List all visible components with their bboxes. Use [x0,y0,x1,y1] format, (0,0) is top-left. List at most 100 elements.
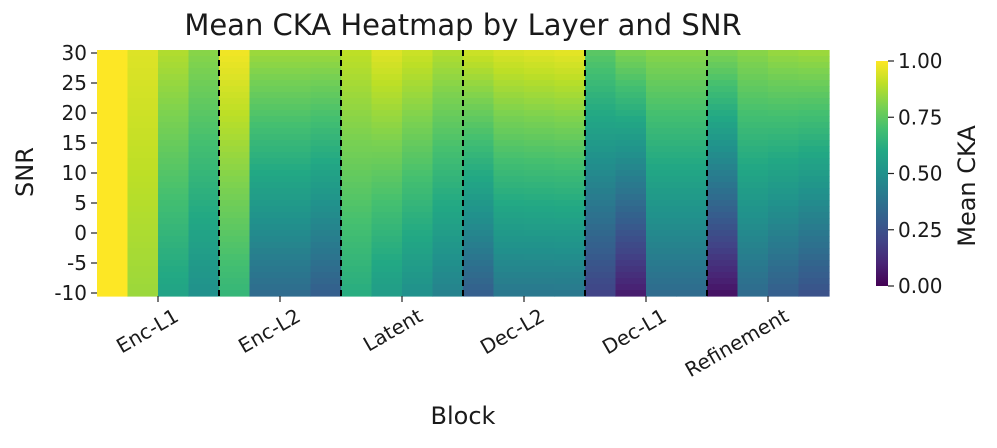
heatmap-cell [676,224,708,231]
heatmap-cell [707,272,739,279]
heatmap-cell [97,188,129,195]
heatmap-cell [585,188,617,195]
heatmap-cell [676,170,708,177]
heatmap-cell [585,56,617,63]
x-axis-ticks: Enc-L1 Enc-L2 Latent Dec-L2 Dec-L1 Refinement [112,296,793,382]
heatmap-cell [97,254,129,261]
heatmap-cell [158,158,190,165]
heatmap-cell [432,164,464,171]
heatmap-cell [310,284,342,291]
heatmap-cell [341,74,373,81]
heatmap-cell [188,260,220,267]
heatmap-cell [310,110,342,117]
heatmap-cell [737,92,769,99]
heatmap-cell [280,116,312,123]
heatmap-cell [432,212,464,219]
heatmap-cell [97,56,129,63]
heatmap-cell [585,206,617,213]
heatmap-cell [737,194,769,201]
heatmap-cell [97,260,129,267]
heatmap-cell [798,242,830,249]
heatmap-cell [798,134,830,141]
colorbar-tick-label: 0.75 [898,105,943,129]
heatmap-cell [615,170,647,177]
heatmap-cell [615,230,647,237]
heatmap-cell [493,134,525,141]
heatmap-cell [585,146,617,153]
heatmap-cell [768,218,800,225]
heatmap-cell [188,248,220,255]
heatmap-cell [280,128,312,135]
heatmap-cell [768,152,800,159]
heatmap-cell [371,248,403,255]
heatmap-cell [646,266,678,273]
heatmap-cell [493,188,525,195]
heatmap-cell [707,266,739,273]
heatmap-cell [463,92,495,99]
heatmap-cell [371,146,403,153]
heatmap-cell [463,182,495,189]
colorbar-tick-label: 1.00 [898,49,943,73]
heatmap-cell [554,284,586,291]
heatmap-cell [768,98,800,105]
heatmap-cell [341,266,373,273]
heatmap-cell [524,98,556,105]
y-tick-label: 0 [74,221,87,245]
heatmap-cell [798,98,830,105]
heatmap-cell [127,260,159,267]
heatmap-cell [707,278,739,285]
heatmap-cell [768,170,800,177]
heatmap-cell [737,236,769,243]
heatmap-cell [707,206,739,213]
heatmap-cell [127,176,159,183]
heatmap-cell [615,104,647,111]
heatmap-cell [432,182,464,189]
heatmap-cell [554,152,586,159]
heatmap-cell [707,116,739,123]
heatmap-cell [97,182,129,189]
heatmap-cell [249,230,281,237]
heatmap-cell [493,182,525,189]
heatmap-cell [127,152,159,159]
heatmap-cell [341,158,373,165]
heatmap-cell [341,56,373,63]
heatmap-cell [676,206,708,213]
heatmap-cell [585,290,617,297]
heatmap-cell [402,116,434,123]
heatmap-cell [554,182,586,189]
heatmap-cell [615,86,647,93]
heatmap-cell [646,176,678,183]
heatmap-cell [219,236,251,243]
heatmap-cell [219,56,251,63]
heatmap-cell [158,104,190,111]
heatmap-cell [97,236,129,243]
heatmap-cell [188,170,220,177]
heatmap-cell [97,116,129,123]
heatmap-cell [646,110,678,117]
heatmap-cell [219,158,251,165]
heatmap-cell [676,272,708,279]
heatmap-cell [524,128,556,135]
heatmap-cell [524,212,556,219]
heatmap-cell [737,290,769,297]
heatmap-cell [646,92,678,99]
heatmap-cell [249,260,281,267]
colorbar-tick-label: 0.00 [898,274,943,298]
heatmap-cell [676,182,708,189]
heatmap-cell [219,284,251,291]
heatmap-cell [676,254,708,261]
heatmap-cell [676,230,708,237]
heatmap-cell [768,212,800,219]
heatmap-cell [676,284,708,291]
heatmap-cell [219,206,251,213]
x-tick-label: Latent [359,303,427,356]
heatmap-cell [554,218,586,225]
heatmap-cell [280,218,312,225]
heatmap-cell [676,176,708,183]
heatmap-cell [463,290,495,297]
heatmap-cell [310,290,342,297]
heatmap-cell [585,104,617,111]
heatmap-cell [188,164,220,171]
heatmap-cell [371,122,403,129]
